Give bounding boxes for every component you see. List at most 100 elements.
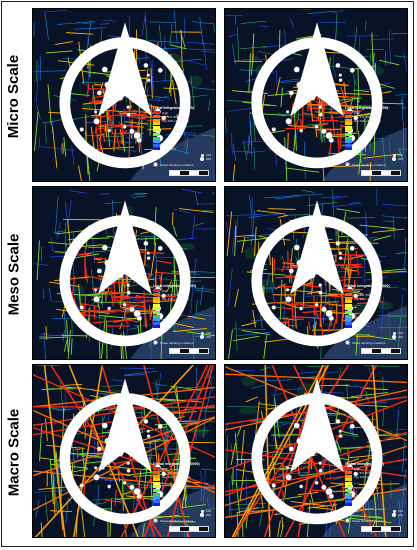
street-segment [235,482,240,514]
ramp-swatch [345,136,352,140]
street-segment [332,477,343,481]
street-segment [55,41,73,45]
ramp-bars [153,467,160,507]
street-segment [226,211,233,257]
ramp-swatch [153,311,160,315]
vending-location-marker-icon [93,474,100,481]
street-segment [256,210,286,215]
street-segment [267,228,276,231]
street-segment [146,86,149,98]
ramp-swatch [153,478,160,482]
street-segment [261,94,266,113]
street-segment [312,506,332,510]
ramp-swatch [345,118,352,122]
street-segment [169,23,173,44]
vending-location-marker-icon [271,305,277,310]
street-segment [50,237,54,252]
legend-color-ramp: High Top 5% (5% rank) Top 10% (10% rank) Lo… [345,289,403,329]
vending-location-marker-icon [126,461,131,466]
street-segment [57,222,61,240]
street-segment [81,276,90,279]
street-segment [274,436,279,452]
street-segment [349,112,374,117]
street-segment [75,253,90,256]
scale-bar [169,170,209,176]
street-segment [171,322,194,329]
ramp-labels: High Top 5% (5% rank) Top 10% (10% rank) Lo… [354,467,381,508]
street-segment [332,195,349,199]
street-segment [363,365,400,367]
street-segment [276,113,299,118]
vending-location-marker-icon [101,66,108,73]
street-segment [330,482,345,485]
street-segment [33,263,49,266]
vending-location-marker-icon [96,268,102,274]
legend-sizes: 100 200 [153,509,211,517]
street-segment [104,201,123,205]
street-segment [350,392,388,398]
ramp-labels: High Top 5% (5% rank) Top 10% (10% rank) Lo… [162,467,189,508]
vending-location-marker-icon [338,78,343,83]
street-segment [398,149,404,159]
street-segment [80,309,95,314]
legend-sizes: 100 200 [153,153,211,161]
size-dot-icon [391,513,396,517]
scale-bar [169,526,209,532]
street-segment [46,10,67,13]
map-panel-meso-r3000: Global Integration (R3000) High Top 5% (5… [224,186,408,360]
row-label-micro-text: Micro Scale [5,54,23,138]
street-segment [121,318,139,323]
ramp-label: Top 5% (5% rank) [162,293,186,298]
vending-location-marker-icon [338,251,343,255]
street-segment [152,383,167,387]
street-segment [343,97,348,106]
street-segment [113,281,116,302]
street-segment [194,335,215,337]
street-segment [55,196,59,232]
street-segment [158,24,162,47]
street-segment [230,442,236,466]
ramp-label: Low [162,147,168,152]
street-segment [242,524,244,537]
street-segment [66,319,69,353]
street-segment [267,208,296,210]
size-row-200: 200 [153,513,211,517]
street-segment [67,329,71,359]
vending-location-marker-icon [318,105,323,110]
street-segment [99,129,102,151]
street-segment [277,520,281,537]
map-legend: Global Integration (R10000) High Top 5% (… [153,462,211,523]
vending-location-marker-icon [153,340,158,345]
ramp-swatch [153,318,160,322]
street-segment [234,15,237,25]
street-segment [322,98,325,120]
street-segment [74,27,107,30]
legend-key-vending: Street Vending Locations [345,162,403,167]
street-segment [92,320,119,324]
street-segment [229,491,233,520]
street-segment [173,327,208,332]
vending-location-marker-icon [271,127,277,132]
street-segment [401,471,406,509]
ramp-swatch [153,300,160,304]
street-segment [240,20,266,24]
street-segment [124,374,145,376]
ramp-swatch [153,125,160,129]
arterial-street [73,365,103,537]
street-segment [381,296,384,331]
street-segment [45,50,73,54]
street-segment [351,280,356,300]
street-segment [259,510,263,527]
street-segment [42,289,44,299]
street-segment [301,189,315,193]
street-segment [94,126,97,134]
street-segment [280,524,284,537]
street-segment [215,196,216,200]
street-segment [232,144,237,161]
legend-color-ramp: High Top 5% (5% rank) Top 10% (10% rank) Lo… [153,289,211,329]
ramp-swatch [345,122,352,126]
street-segment [52,470,56,516]
ramp-swatch [345,321,352,325]
map-legend: Local Integration (R1200) High Top 5% (5%… [345,106,403,167]
street-segment [381,215,407,219]
